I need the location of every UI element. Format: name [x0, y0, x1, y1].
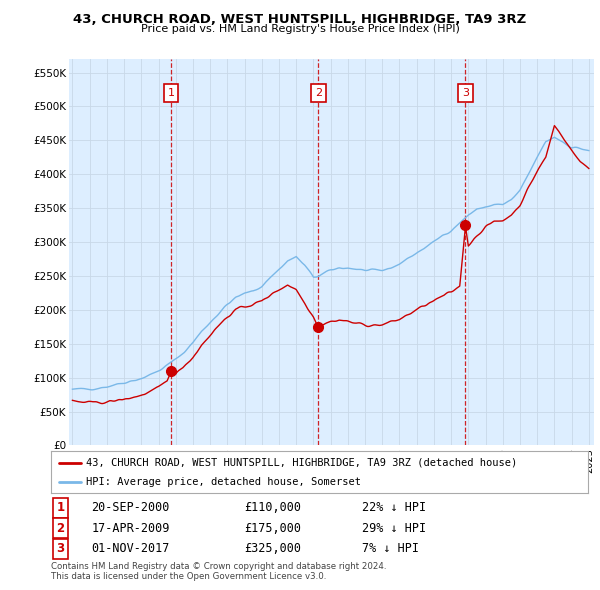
Text: £325,000: £325,000 [244, 542, 301, 555]
Text: 1: 1 [167, 88, 175, 98]
Text: 3: 3 [462, 88, 469, 98]
Text: 01-NOV-2017: 01-NOV-2017 [91, 542, 170, 555]
Text: 22% ↓ HPI: 22% ↓ HPI [362, 502, 427, 514]
Text: 2: 2 [56, 522, 65, 535]
Text: 17-APR-2009: 17-APR-2009 [91, 522, 170, 535]
Text: Price paid vs. HM Land Registry's House Price Index (HPI): Price paid vs. HM Land Registry's House … [140, 24, 460, 34]
Text: 7% ↓ HPI: 7% ↓ HPI [362, 542, 419, 555]
Text: Contains HM Land Registry data © Crown copyright and database right 2024.: Contains HM Land Registry data © Crown c… [51, 562, 386, 571]
Text: £110,000: £110,000 [244, 502, 301, 514]
Text: 3: 3 [56, 542, 65, 555]
Text: 43, CHURCH ROAD, WEST HUNTSPILL, HIGHBRIDGE, TA9 3RZ: 43, CHURCH ROAD, WEST HUNTSPILL, HIGHBRI… [73, 13, 527, 26]
Text: 20-SEP-2000: 20-SEP-2000 [91, 502, 170, 514]
Text: HPI: Average price, detached house, Somerset: HPI: Average price, detached house, Some… [86, 477, 361, 487]
Text: This data is licensed under the Open Government Licence v3.0.: This data is licensed under the Open Gov… [51, 572, 326, 581]
Text: £175,000: £175,000 [244, 522, 301, 535]
Text: 1: 1 [56, 502, 65, 514]
Text: 43, CHURCH ROAD, WEST HUNTSPILL, HIGHBRIDGE, TA9 3RZ (detached house): 43, CHURCH ROAD, WEST HUNTSPILL, HIGHBRI… [86, 457, 517, 467]
Text: 2: 2 [315, 88, 322, 98]
Text: 29% ↓ HPI: 29% ↓ HPI [362, 522, 427, 535]
